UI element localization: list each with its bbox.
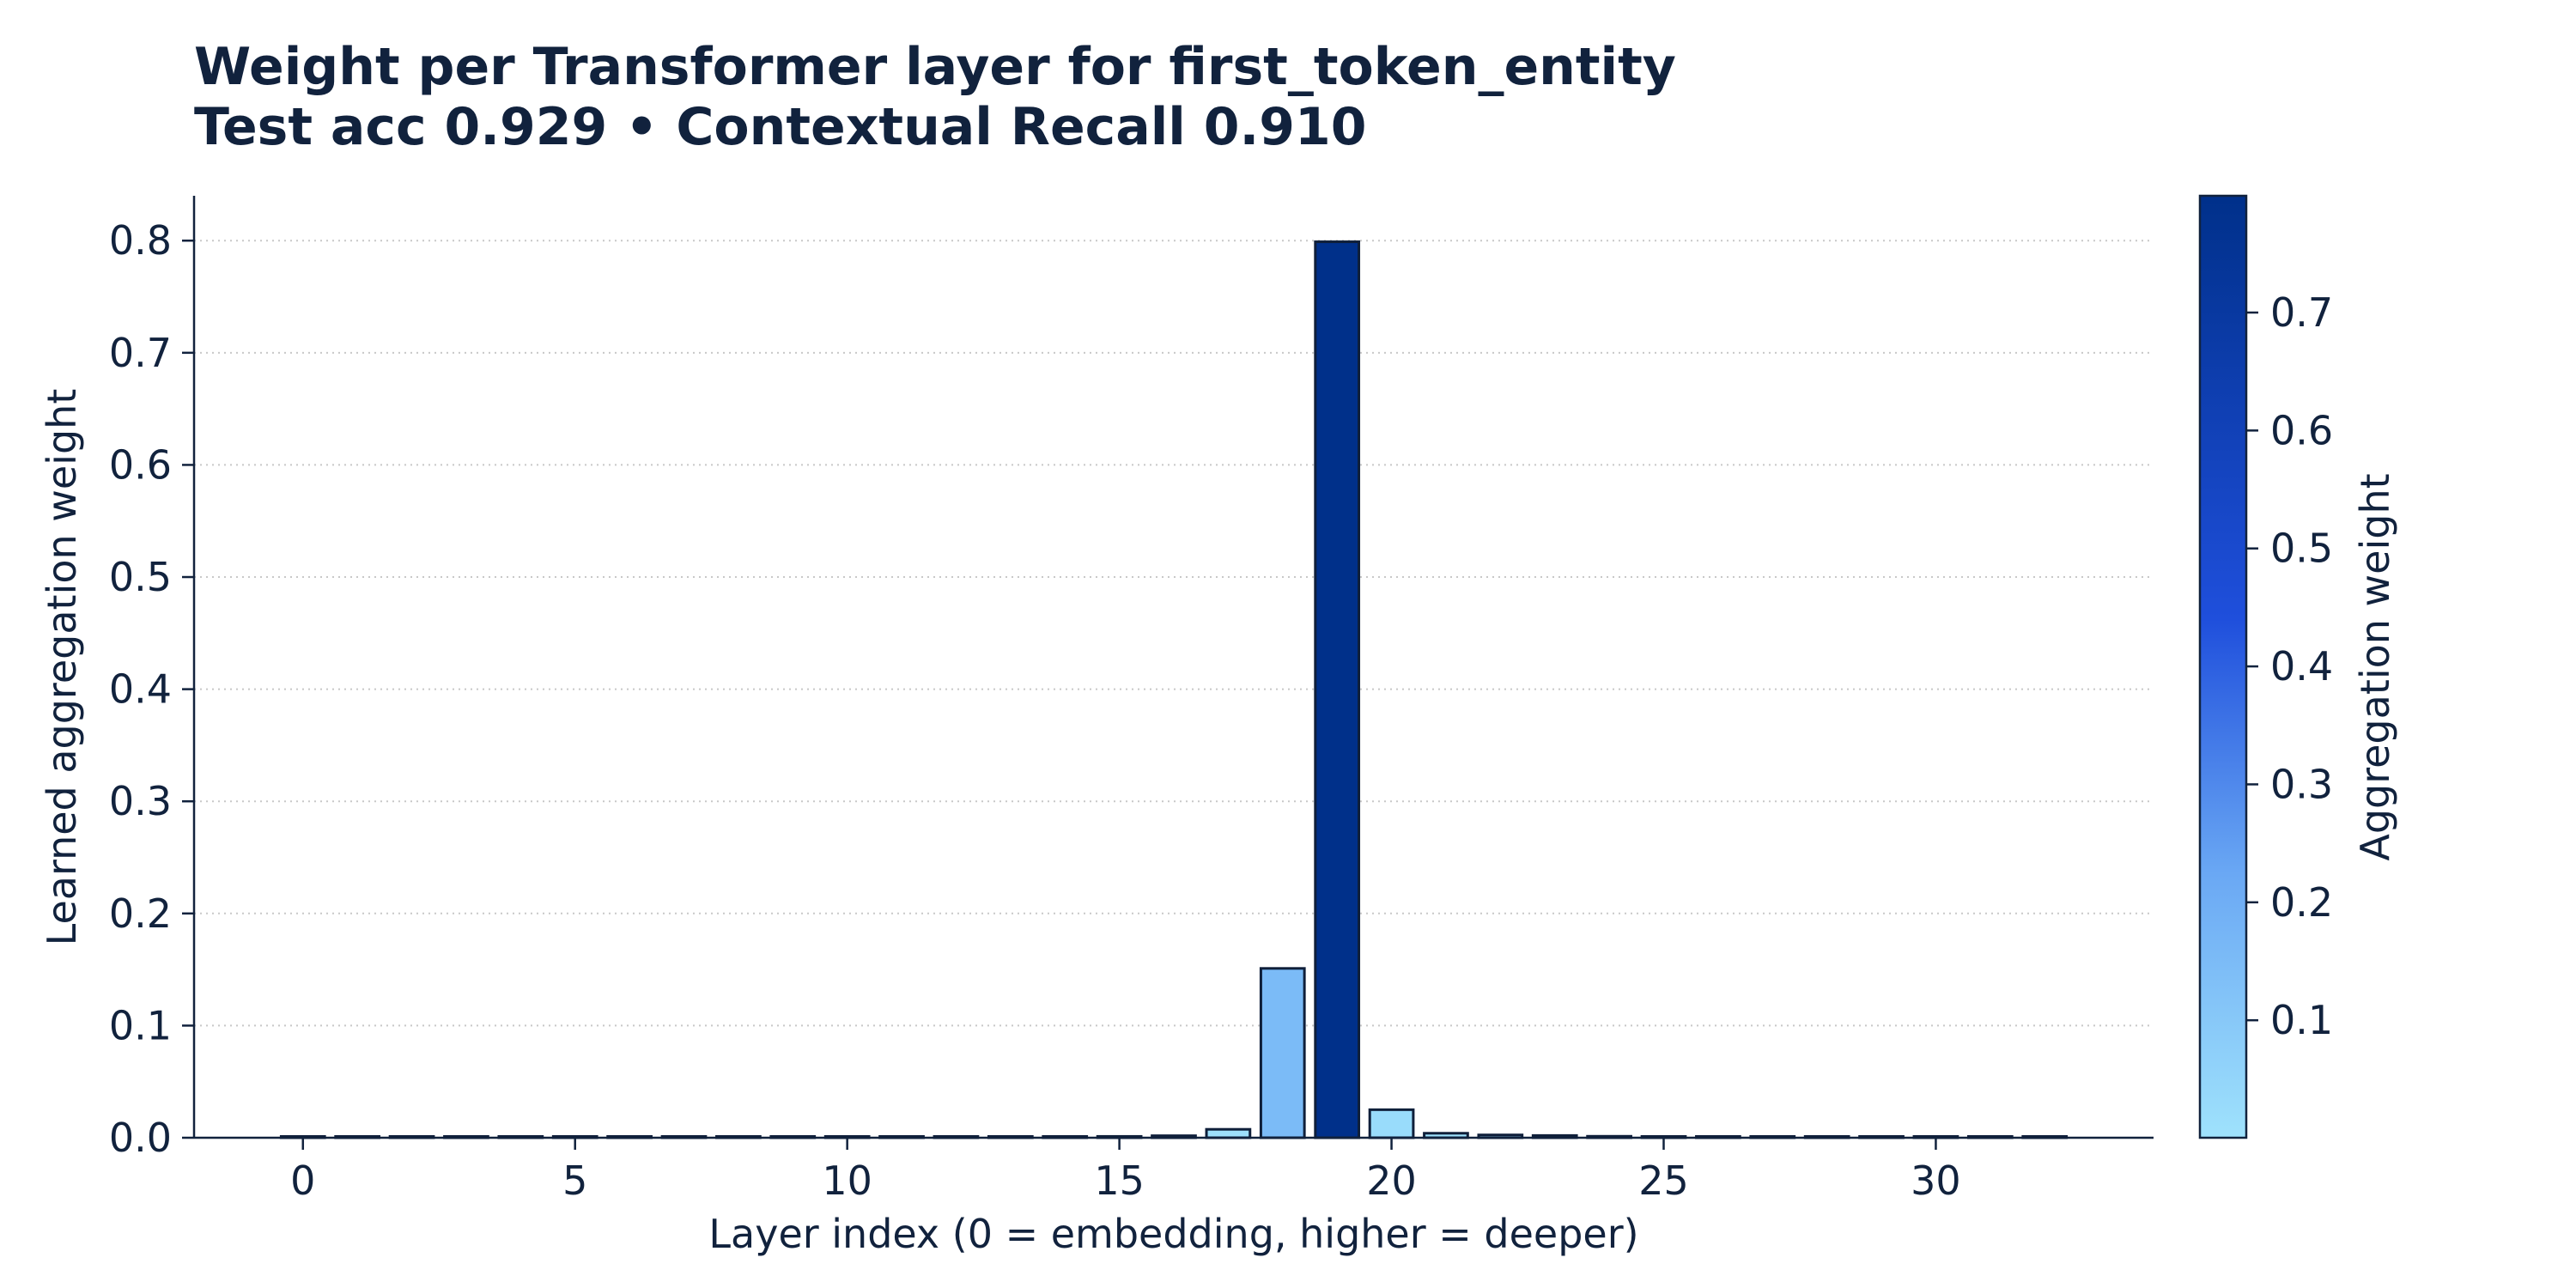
x-tick-label: 10	[822, 1157, 872, 1204]
x-tick-label: 5	[562, 1157, 587, 1204]
bar	[1368, 1108, 1415, 1139]
y-tick-label: 0.2	[109, 890, 172, 937]
colorbar-tick-label: 0.7	[2270, 289, 2333, 336]
y-tick-label: 0.5	[109, 554, 172, 600]
y-tick-label: 0.0	[109, 1115, 172, 1161]
y-ticks: 0.0 0.1 0.2 0.3 0.4 0.5 0.6 0.7 0.8	[109, 217, 194, 1161]
colorbar-ticks: 0.1 0.2 0.3 0.4 0.5 0.6 0.7	[2246, 289, 2333, 1043]
x-tick-label: 30	[1911, 1157, 1961, 1204]
bar	[1205, 1127, 1252, 1139]
colorbar-tick-label: 0.6	[2270, 407, 2333, 453]
chart-title: Weight per Transformer layer for first_t…	[194, 37, 1676, 97]
x-tick-label: 25	[1638, 1157, 1689, 1204]
x-tick-label: 0	[290, 1157, 315, 1204]
y-tick-label: 0.4	[109, 666, 172, 713]
gridlines	[194, 240, 2154, 1027]
colorbar-tick-label: 0.2	[2270, 879, 2333, 926]
colorbar-tick-label: 0.5	[2270, 526, 2333, 572]
y-tick-label: 0.6	[109, 441, 172, 488]
bar	[1259, 967, 1306, 1139]
y-tick-label: 0.3	[109, 778, 172, 824]
y-axis-label: Learned aggregation weight	[39, 389, 85, 946]
colorbar-label: Aggregation weight	[2352, 473, 2398, 860]
colorbar-tick-label: 0.3	[2270, 761, 2333, 807]
chart-subtitle: Test acc 0.929 • Contextual Recall 0.910	[194, 97, 1367, 157]
bar	[1314, 240, 1361, 1139]
x-tick-label: 20	[1366, 1157, 1417, 1204]
colorbar-tick-label: 0.1	[2270, 997, 2333, 1043]
colorbar-tick-label: 0.4	[2270, 643, 2333, 690]
y-tick-label: 0.1	[109, 1002, 172, 1048]
x-ticks: 0 5 10 15 20 25 30	[290, 1138, 1961, 1204]
x-axis-label: Layer index (0 = embedding, higher = dee…	[708, 1211, 1638, 1257]
x-tick-label: 15	[1094, 1157, 1145, 1204]
colorbar	[2198, 194, 2248, 1139]
y-tick-label: 0.7	[109, 330, 172, 376]
y-tick-label: 0.8	[109, 217, 172, 264]
